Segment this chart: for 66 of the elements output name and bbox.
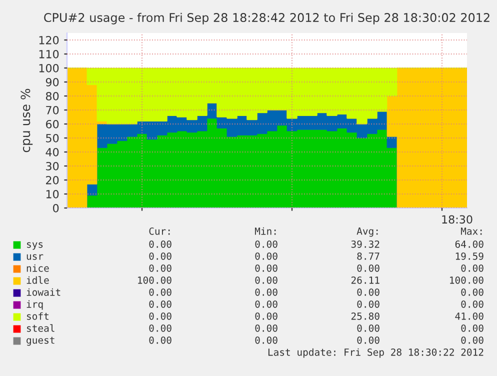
text: 18:30	[442, 215, 472, 224]
text: 0.00	[255, 300, 278, 308]
text: 0.00	[461, 336, 484, 344]
text: 26.11	[351, 276, 380, 284]
text: 0.00	[149, 288, 172, 296]
legend-label: usr	[26, 254, 44, 260]
legend-label: soft	[27, 312, 48, 320]
legend-label: steal	[27, 324, 54, 332]
y-tick-label: 60	[46, 120, 59, 128]
text: 0.00	[461, 300, 484, 308]
y-tick-label: 80	[46, 92, 59, 100]
y-tick-label: 90	[46, 78, 59, 86]
y-tick-label: 110	[39, 50, 59, 58]
text: 0.00	[149, 312, 172, 320]
text: Min:	[254, 227, 276, 235]
text: 0.00	[255, 336, 278, 344]
legend-label: sys	[27, 242, 43, 250]
text: 0.00	[149, 336, 172, 344]
text: 0.00	[461, 288, 484, 296]
text: 19.59	[456, 252, 484, 260]
y-tick-label: 30	[46, 162, 59, 170]
text: 0.00	[357, 300, 380, 308]
legend-label: irq	[26, 300, 43, 310]
y-tick-label: 50	[46, 134, 59, 142]
text: 0.00	[149, 300, 172, 308]
text: 0.00	[357, 336, 380, 344]
text: 0.00	[357, 264, 380, 272]
text: 0.00	[255, 276, 278, 284]
text: 0.00	[357, 288, 380, 296]
y-tick-label: 20	[46, 176, 59, 184]
text: 0.00	[149, 264, 172, 272]
y-tick-label: 100	[39, 64, 59, 72]
y-tick-label: 10	[46, 190, 59, 198]
text: Max:	[460, 228, 482, 235]
text: 0.00	[149, 252, 172, 260]
text: 0.00	[149, 324, 172, 332]
y-tick-label: 120	[39, 36, 59, 44]
text: 0.00	[255, 312, 278, 320]
text: 0.00	[255, 240, 278, 248]
text: 25.80	[351, 312, 380, 320]
text: 0.00	[461, 264, 484, 272]
text: 41.00	[455, 312, 484, 320]
text: Avg:	[356, 228, 378, 237]
text: 39.32	[351, 240, 380, 248]
text: 100.00	[138, 276, 172, 284]
text: 0.00	[357, 324, 380, 332]
text: 0.00	[461, 324, 484, 332]
text: Cur:	[149, 227, 170, 235]
y-tick-label: 0	[53, 204, 59, 212]
text: 0.00	[255, 252, 278, 260]
text: 8.77	[357, 252, 380, 260]
y-tick-label: 70	[46, 106, 59, 114]
text: 0.00	[255, 264, 278, 272]
legend-label: nice	[26, 264, 49, 272]
text: 100.00	[450, 276, 484, 284]
chart-title: CPU#2 usage - from Fri Sep 28 18:28:42 2012 to Fri Sep 28 18:30:02 2012	[44, 12, 490, 24]
text: 0.00	[255, 288, 278, 296]
legend-label: guest	[26, 336, 54, 346]
legend-label: iowait	[26, 288, 60, 296]
text: Last update: Fri Sep 28 18:30:22 2012	[268, 348, 484, 358]
text: 0.00	[255, 324, 278, 332]
legend-label: idle	[26, 276, 49, 284]
y-tick-label: 40	[46, 148, 59, 156]
y-axis-title: cpu use %	[20, 88, 33, 152]
text: 64.00	[455, 240, 484, 248]
text: 0.00	[149, 240, 172, 248]
